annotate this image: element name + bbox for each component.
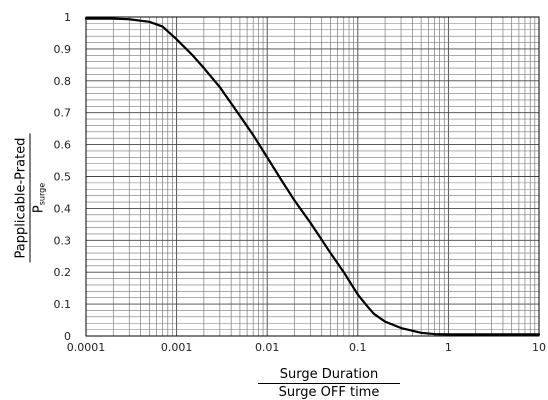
y-tick-label: 0.8 bbox=[54, 75, 72, 88]
y-tick-label: 0.1 bbox=[54, 298, 72, 311]
tick-labels: 0.0001 0.001 0.01 0.1 1 10 0 0.1 0.2 0.3 0.4 0.5 0.6… bbox=[54, 11, 547, 354]
grid-layer bbox=[85, 16, 539, 337]
y-tick-label: 0.5 bbox=[54, 171, 72, 184]
y-tick-label: 0.3 bbox=[54, 234, 72, 247]
y-tick-label: 0.2 bbox=[54, 266, 72, 279]
y-tick-label: 0 bbox=[64, 330, 71, 343]
x-tick-label: 0.1 bbox=[349, 341, 367, 354]
y-tick-label: 1 bbox=[64, 11, 71, 24]
y-tick-label: 0.6 bbox=[54, 139, 72, 152]
x-tick-label: 0.001 bbox=[161, 341, 193, 354]
x-tick-label: 0.01 bbox=[255, 341, 280, 354]
x-axis-label-denominator: Surge OFF time bbox=[278, 385, 380, 400]
y-tick-label: 0.9 bbox=[54, 43, 72, 56]
y-axis-label: Papplicable-Prated Psurge bbox=[10, 98, 50, 298]
x-tick-label: 1 bbox=[445, 341, 452, 354]
y-tick-label: 0.7 bbox=[54, 107, 72, 120]
x-axis-label-numerator: Surge Duration bbox=[258, 367, 400, 384]
x-tick-label: 10 bbox=[532, 341, 546, 354]
plot-frame bbox=[85, 16, 540, 337]
series-layer bbox=[84, 17, 541, 336]
y-tick-label: 0.4 bbox=[54, 202, 72, 215]
y-axis-label-denominator: Psurge bbox=[31, 182, 47, 214]
x-tick-label: 0.0001 bbox=[67, 341, 106, 354]
x-axis-label: Surge Duration Surge OFF time bbox=[258, 367, 400, 400]
y-axis-label-numerator: Papplicable-Prated bbox=[13, 133, 31, 263]
series-line bbox=[84, 17, 541, 336]
